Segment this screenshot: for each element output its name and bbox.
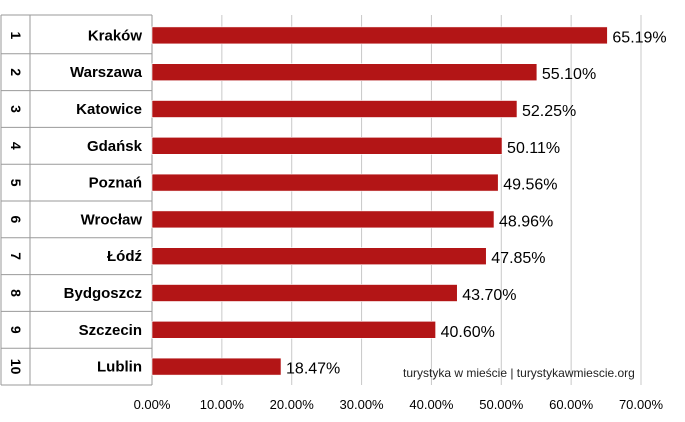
- data-label: 47.85%: [491, 250, 545, 267]
- data-label: 40.60%: [441, 324, 495, 341]
- rank-label: 10: [8, 359, 24, 375]
- category-label: Warszawa: [70, 64, 143, 81]
- data-label: 55.10%: [542, 66, 596, 83]
- data-label: 49.56%: [503, 177, 557, 194]
- data-label: 43.70%: [462, 287, 516, 304]
- x-tick-label: 60.00%: [549, 397, 594, 412]
- category-label: Lublin: [97, 359, 142, 376]
- bar: [151, 100, 518, 118]
- bar: [151, 210, 495, 229]
- category-label: Łódź: [107, 248, 142, 265]
- bars: [151, 26, 608, 376]
- bar: [151, 320, 436, 339]
- x-tick-label: 70.00%: [619, 397, 664, 412]
- data-label: 48.96%: [499, 213, 553, 230]
- bar: [151, 63, 538, 82]
- rank-label: 2: [8, 68, 24, 76]
- category-label: Kraków: [88, 27, 143, 44]
- rank-label: 8: [8, 289, 24, 297]
- category-label: Wrocław: [81, 211, 143, 228]
- x-tick-label: 0.00%: [134, 397, 171, 412]
- row-label-table: [0, 14, 152, 386]
- bar: [151, 26, 608, 45]
- x-tick-label: 50.00%: [479, 397, 524, 412]
- x-tick-label: 10.00%: [200, 397, 245, 412]
- labels: 0.00% 10.00% 20.00% 30.00% 40.00% 50.00% 60.00…: [8, 27, 667, 412]
- rank-label: 1: [8, 32, 24, 40]
- rank-label: 4: [8, 142, 24, 150]
- rank-label: 5: [8, 179, 24, 187]
- rank-label: 9: [8, 326, 24, 334]
- bar: [151, 284, 458, 302]
- rank-label: 3: [8, 105, 24, 113]
- category-label: Katowice: [76, 101, 142, 118]
- rank-label: 7: [8, 252, 24, 260]
- x-tick-label: 40.00%: [409, 397, 454, 412]
- bar: [151, 137, 503, 155]
- category-label: Gdańsk: [87, 138, 143, 155]
- data-label: 50.11%: [507, 140, 560, 157]
- bar: [151, 357, 282, 376]
- category-label: Szczecin: [79, 322, 142, 339]
- data-label: 65.19%: [612, 29, 666, 46]
- category-label: Poznań: [89, 175, 142, 192]
- x-tick-label: 20.00%: [270, 397, 315, 412]
- data-label: 52.25%: [522, 103, 576, 120]
- bar: [151, 247, 487, 265]
- data-label: 18.47%: [286, 361, 340, 378]
- bar: [151, 173, 499, 192]
- chart-annotation: turystyka w mieście | turystykawmiescie.…: [403, 366, 635, 380]
- rank-label: 6: [8, 216, 24, 224]
- x-tick-label: 30.00%: [340, 397, 385, 412]
- category-label: Bydgoszcz: [64, 285, 142, 302]
